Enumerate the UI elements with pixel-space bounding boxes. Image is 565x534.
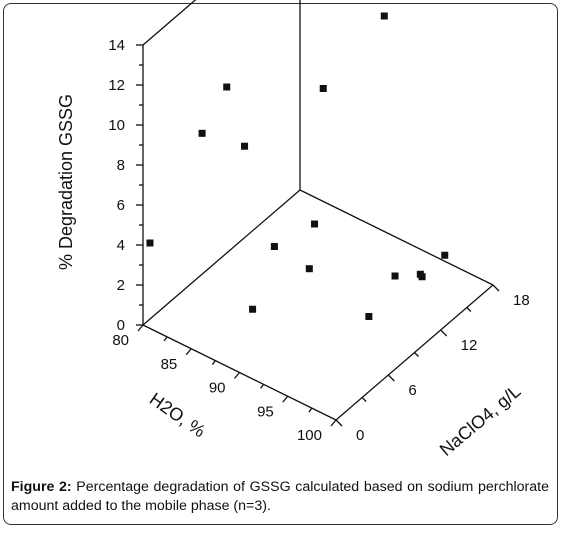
data-point bbox=[241, 142, 249, 150]
z-tick-label: 2 bbox=[117, 277, 125, 294]
data-point bbox=[441, 251, 449, 259]
z-tick-label: 4 bbox=[117, 237, 125, 254]
plot-box bbox=[142, 0, 494, 421]
x-minor-tick bbox=[308, 407, 313, 413]
x-tick-label: 100 bbox=[297, 427, 322, 444]
x-tick bbox=[137, 324, 144, 332]
floor-right-edge bbox=[299, 189, 494, 286]
y-tick-label: 18 bbox=[513, 292, 530, 309]
data-point bbox=[223, 83, 231, 91]
y-axis-title: NaClO4, g/L bbox=[436, 381, 525, 460]
x-tick bbox=[234, 372, 240, 379]
data-point bbox=[270, 243, 278, 250]
data-point bbox=[416, 270, 424, 278]
x-minor-tick bbox=[260, 383, 265, 389]
x-tick-label: 80 bbox=[112, 332, 129, 349]
caption-text: Percentage degradation of GSSG calculate… bbox=[11, 479, 549, 514]
z-tick-label: 10 bbox=[108, 117, 125, 134]
y-tick bbox=[387, 374, 395, 382]
data-point bbox=[305, 265, 313, 273]
x-tick-label: 85 bbox=[161, 356, 178, 373]
y-tick bbox=[440, 329, 448, 337]
y-minor-tick bbox=[414, 352, 419, 357]
y-tick bbox=[492, 284, 500, 292]
x-minor-tick bbox=[163, 336, 168, 342]
y-minor-tick bbox=[361, 397, 367, 402]
y-minor-tick bbox=[466, 307, 472, 312]
y-tick-label: 6 bbox=[408, 382, 416, 399]
axis-tick-labels: 0 2 4 6 8 10 12 14 80 85 90 95 100 0 6 12 18 bbox=[108, 37, 529, 444]
z-tick-label: 0 bbox=[117, 317, 125, 334]
data-point bbox=[146, 239, 154, 247]
x-minor-tick bbox=[211, 360, 216, 366]
x-tick bbox=[185, 348, 192, 356]
y-tick bbox=[335, 419, 343, 427]
data-point bbox=[391, 272, 399, 280]
x-tick bbox=[282, 395, 289, 403]
floor-back-edge bbox=[142, 189, 301, 326]
scatter-3d-chart: 0 2 4 6 8 10 12 14 80 85 90 95 100 0 6 12 18 % Degradati… bbox=[56, 0, 530, 460]
data-point bbox=[380, 12, 388, 20]
z-axis-title: % Degradation GSSG bbox=[56, 94, 76, 270]
x-tick-label: 90 bbox=[209, 380, 226, 397]
x-axis-title: H2O, % bbox=[146, 389, 209, 442]
caption-label: Figure 2: bbox=[11, 479, 72, 495]
data-point bbox=[311, 220, 319, 228]
data-point bbox=[319, 85, 327, 92]
x-tick bbox=[330, 419, 337, 427]
figure-caption: Figure 2: Percentage degradation of GSSG… bbox=[11, 478, 549, 516]
data-point bbox=[365, 313, 373, 320]
figure-frame bbox=[3, 3, 558, 525]
z-tick-label: 12 bbox=[108, 77, 125, 94]
data-points bbox=[146, 12, 449, 320]
y-tick-label: 12 bbox=[461, 337, 478, 354]
data-point bbox=[249, 305, 257, 313]
y-tick-label: 0 bbox=[356, 427, 364, 444]
z-tick-label: 6 bbox=[117, 197, 125, 214]
data-point bbox=[198, 129, 206, 137]
z-tick-label: 8 bbox=[117, 157, 125, 174]
top-back-edge bbox=[142, 0, 197, 46]
x-tick-label: 95 bbox=[257, 403, 274, 420]
axis-ticks bbox=[136, 44, 500, 427]
z-tick-label: 14 bbox=[108, 37, 125, 54]
